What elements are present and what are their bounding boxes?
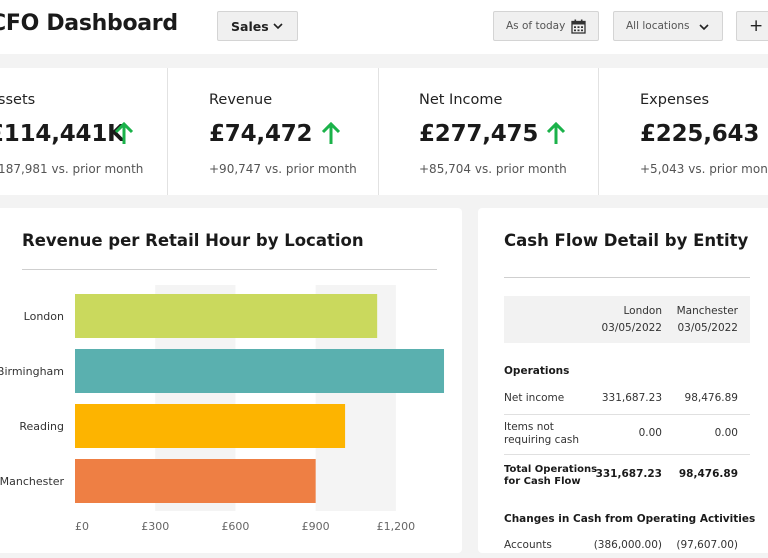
row-value-london: 331,687.23 (595, 468, 662, 480)
kpi-assets: Assets £114,441K +187,981 vs. prior mont… (0, 68, 168, 195)
date-picker-label: As of today (506, 20, 566, 32)
kpi-delta: +5,043 vs. prior month (640, 162, 768, 176)
kpi-divider (598, 68, 599, 195)
row-value-london: 0.00 (638, 427, 662, 439)
kpi-delta: +85,704 vs. prior month (419, 162, 567, 176)
x-tick-label: £0 (75, 520, 89, 533)
add-button-label: + (749, 16, 764, 36)
category-label: Manchester (0, 475, 64, 488)
kpi-value: £225,643 (640, 121, 760, 147)
chart-title: Revenue per Retail Hour by Location (22, 231, 364, 250)
bar-birmingham (75, 349, 445, 393)
row-label: Items not requiring cash (504, 421, 580, 446)
kpi-delta: +187,981 vs. prior month (0, 162, 144, 176)
trend-up-icon (546, 122, 566, 144)
x-tick-label: £1,200 (377, 520, 416, 533)
location-dropdown[interactable]: All locations (613, 11, 723, 41)
column-entity-london: London (623, 305, 663, 317)
row-value-manchester: 98,476.89 (678, 468, 738, 480)
bar-manchester (75, 459, 316, 503)
kpi-value: £74,472 (209, 121, 313, 147)
category-label: Reading (19, 420, 64, 433)
cashflow-card: Cash Flow Detail by Entity London 03/05/… (478, 208, 768, 553)
kpi-net-income: Net Income £277,475 +85,704 vs. prior mo… (378, 68, 599, 195)
top-bar: CFO Dashboard Sales As of today All loca… (0, 0, 768, 54)
kpi-label: Assets (0, 92, 36, 108)
chevron-down-icon (699, 24, 709, 31)
date-picker[interactable]: As of today (493, 11, 599, 41)
row-value-manchester: 98,476.89 (684, 392, 738, 404)
row-label: Net income (504, 392, 565, 404)
kpi-value: £114,441K (0, 121, 125, 147)
trend-up-icon (321, 122, 341, 144)
title-divider (504, 277, 750, 278)
column-entity-manchester: Manchester (676, 305, 738, 317)
row-label-total: Total Operations for Cash Flow (504, 464, 598, 487)
row-label: Accounts (504, 539, 552, 551)
category-label: London (24, 310, 64, 323)
section-operations: Operations (504, 365, 570, 377)
category-label: Birmingham (0, 365, 64, 378)
page-title: CFO Dashboard (0, 11, 178, 36)
kpi-label: Revenue (209, 92, 273, 108)
kpi-divider (378, 68, 379, 195)
column-date-london: 03/05/2022 (601, 322, 662, 334)
trend-up-icon (114, 122, 134, 144)
x-tick-label: £600 (221, 520, 249, 533)
row-value-manchester: (97,607.00) (676, 539, 738, 551)
title-divider (22, 269, 437, 270)
table-header (504, 296, 750, 343)
revenue-chart-card: Revenue per Retail Hour by Location Lond… (0, 208, 462, 553)
kpi-strip: Assets £114,441K +187,981 vs. prior mont… (0, 68, 768, 195)
kpi-label: Expenses (640, 92, 710, 108)
x-tick-label: £300 (141, 520, 169, 533)
add-button[interactable]: + (736, 11, 768, 41)
bar-london (75, 294, 378, 338)
calendar-icon (571, 19, 586, 34)
row-value-london: 331,687.23 (601, 392, 662, 404)
x-tick-label: £900 (302, 520, 330, 533)
kpi-delta: +90,747 vs. prior month (209, 162, 357, 176)
column-date-manchester: 03/05/2022 (677, 322, 738, 334)
kpi-revenue: Revenue £74,472 +90,747 vs. prior month (167, 68, 379, 195)
sales-dropdown[interactable]: Sales (217, 11, 298, 41)
cashflow-title: Cash Flow Detail by Entity (504, 231, 749, 250)
revenue-bar-chart: London Birmingham Reading Manchester £0 £300 £… (0, 285, 445, 533)
row-value-manchester: 0.00 (714, 427, 738, 439)
section-changes: Changes in Cash from Operating Activitie… (504, 513, 756, 525)
chevron-down-icon (273, 23, 283, 30)
location-dropdown-label: All locations (626, 20, 690, 32)
kpi-label: Net Income (419, 92, 503, 108)
row-divider (504, 414, 750, 415)
kpi-expenses: Expenses £225,643 +5,043 vs. prior month (598, 68, 768, 195)
row-value-london: (386,000.00) (593, 539, 662, 551)
bar-reading (75, 404, 346, 448)
kpi-value: £277,475 (419, 121, 539, 147)
kpi-divider (167, 68, 168, 195)
sales-dropdown-label: Sales (231, 18, 269, 34)
row-divider (504, 454, 750, 455)
